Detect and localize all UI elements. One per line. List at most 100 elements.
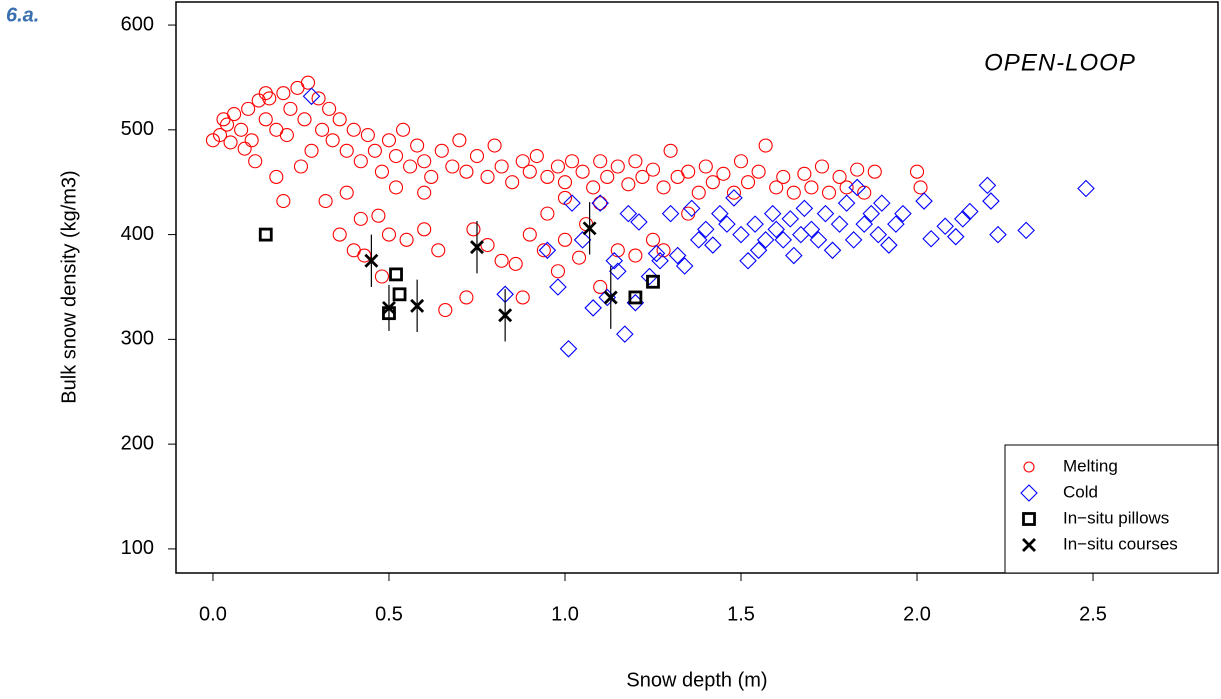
point [258,227,273,242]
point [283,101,298,116]
point [989,225,1007,244]
point [572,250,587,265]
point [869,225,888,244]
point [873,194,891,212]
point [774,231,793,249]
point [223,135,238,150]
point [381,227,397,242]
point [529,148,544,164]
y-tick-label: 100 [121,537,154,559]
point [205,133,221,148]
point [410,298,425,313]
point [563,194,581,212]
annotation: OPEN-LOOP [984,49,1136,76]
point [1017,221,1035,240]
point [353,211,368,226]
legend-label: In−situ pillows [1063,508,1169,527]
point [698,159,713,174]
point [241,101,256,116]
legend-box [1004,444,1219,574]
point [767,220,785,239]
point [781,210,800,228]
point [573,231,592,249]
point [785,246,803,265]
plot-frame [175,1,1219,574]
point [804,180,819,195]
point [609,262,627,281]
point [212,128,228,143]
point [802,220,821,239]
point [392,287,407,302]
point [830,215,849,233]
legend-label: In−situ courses [1063,534,1178,553]
point [550,159,565,174]
point [647,244,666,263]
point [848,178,866,197]
y-tick-label: 300 [121,328,154,350]
point [922,230,940,248]
point [374,269,389,284]
point [381,133,397,148]
x-tick-label: 0.5 [375,603,403,625]
point [809,231,828,249]
point [936,217,954,235]
point [494,159,509,174]
point [480,169,495,185]
point [389,267,403,282]
point [575,164,590,179]
point [718,215,736,233]
point [832,169,847,185]
point [557,175,573,190]
point [645,232,661,247]
point [749,241,768,260]
point [403,159,418,174]
point [740,175,756,190]
point [399,232,414,247]
point [522,164,537,179]
point [909,164,925,179]
legend-marker [1020,484,1038,502]
point [593,154,608,169]
point [880,236,898,254]
point [216,112,231,127]
point [494,253,509,268]
x-tick-label: 1.0 [551,603,579,625]
point [417,222,432,237]
point [417,185,432,200]
point [758,138,773,153]
point [855,215,873,233]
x-tick-label: 2.5 [1079,603,1107,625]
point [751,164,766,179]
point [681,164,696,179]
point [651,252,669,270]
y-tick-label: 200 [121,432,154,454]
point [302,87,321,106]
point [538,241,557,260]
point [839,180,854,195]
point [661,204,680,223]
point [593,196,608,211]
point [797,166,812,181]
y-axis-title: Bulk snow density (kg/m3) [58,170,80,403]
point [325,133,340,148]
point [508,256,523,271]
point [434,143,449,158]
point [850,162,865,177]
point [311,91,326,106]
point [469,148,485,164]
point [726,185,742,200]
point [487,138,502,153]
point [915,192,933,210]
point [396,122,411,137]
point [318,194,333,209]
point [746,215,764,233]
point [795,199,814,218]
x-axis-title: Snow depth (m) [626,669,767,691]
point [675,257,694,275]
point [961,202,979,221]
point [598,288,617,307]
point [452,133,467,148]
point [466,222,481,237]
point [763,204,782,223]
point [776,169,791,185]
